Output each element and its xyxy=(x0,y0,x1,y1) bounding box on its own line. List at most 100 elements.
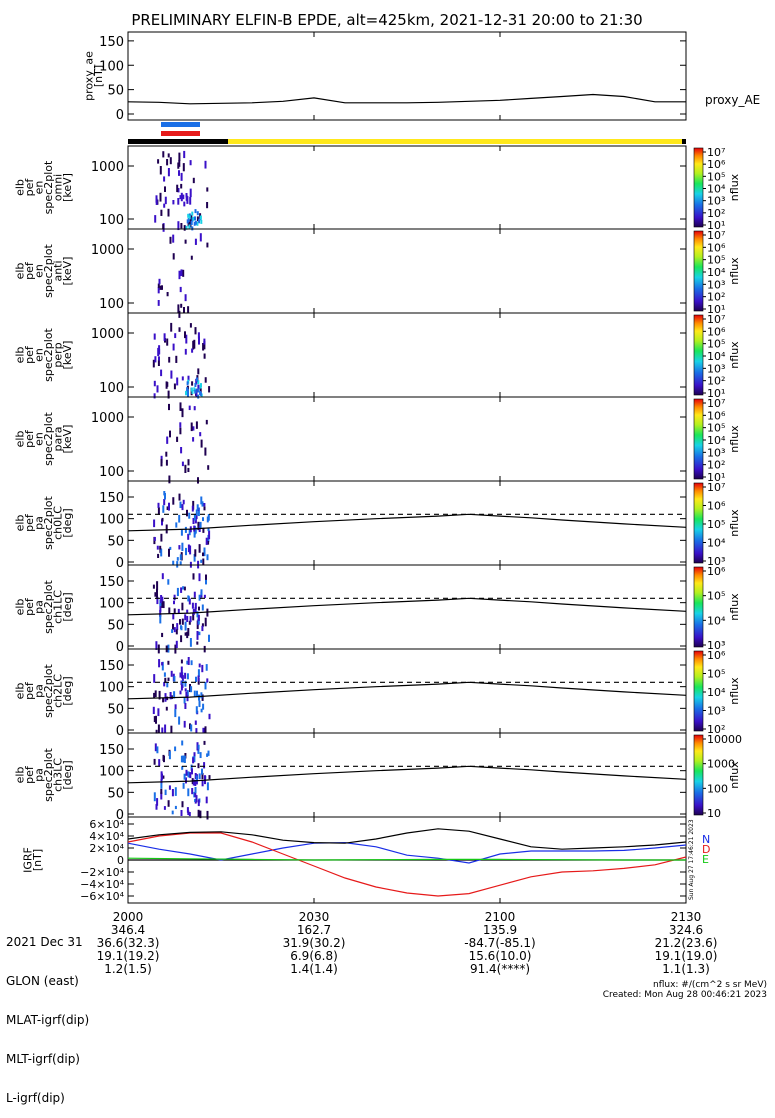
colorbar xyxy=(693,734,704,816)
spectrogram-pa_ch2LC: 10² 10³ 10⁴ 10⁵ 10⁶ nflux elbpefpaspec2plotch2… xyxy=(13,648,741,739)
spectrogram-pixel xyxy=(186,631,189,639)
colorbar-label: nflux xyxy=(728,341,741,369)
spectrogram-pixel xyxy=(203,506,206,511)
spectrogram-pixel xyxy=(179,561,182,566)
spectrogram-pixel xyxy=(191,211,194,216)
spectrogram-pixel xyxy=(163,333,166,341)
colorbar-tick-label: 10⁴ xyxy=(707,350,726,363)
spectrogram-pixel xyxy=(160,533,163,542)
spectrogram-pixel xyxy=(159,602,162,612)
spectrogram-pixel xyxy=(204,377,207,383)
spectrogram-pixel xyxy=(193,387,196,392)
spectrogram-pixel xyxy=(153,758,156,765)
spectrogram-pixel xyxy=(190,255,193,260)
spectrogram-pixel xyxy=(173,691,176,699)
spectrogram-pixel xyxy=(204,681,207,690)
spectrogram-pixel xyxy=(155,715,157,724)
colorbar-tick-label: 10⁶ xyxy=(707,565,726,578)
panel-ylabel: en xyxy=(32,264,45,278)
spectrogram-pixel xyxy=(179,690,182,695)
spectrogram-pixel xyxy=(180,303,183,308)
y-tick-label: 0 xyxy=(116,108,124,123)
spectrogram-pixel xyxy=(194,209,197,214)
colorbar-tick-label: 100 xyxy=(707,782,728,795)
spectrogram-pixel xyxy=(179,554,182,561)
colorbar-tick-label: 10¹ xyxy=(707,303,725,316)
panel-ylabel: elb xyxy=(13,767,26,784)
spectrogram-pixel xyxy=(164,789,167,796)
footer-value: 91.4(****) xyxy=(470,962,530,976)
spectrogram-pixel xyxy=(161,517,164,522)
spectrogram-pixel xyxy=(206,782,209,791)
panel-ylabel: elb xyxy=(13,599,26,616)
spectrogram-pixel xyxy=(183,586,186,591)
spectrogram-pixel xyxy=(208,530,211,540)
spectrogram-pixel xyxy=(191,226,194,231)
spectrogram-pixel xyxy=(189,221,192,228)
colorbar-tick-label: 10⁵ xyxy=(707,518,725,531)
spectrogram-pixel xyxy=(205,419,208,425)
footer-value: -84.7(-85.1) xyxy=(464,936,535,950)
spectrogram-pixel xyxy=(199,752,202,759)
spectrogram-pixel xyxy=(187,533,190,540)
spectrogram-pixel xyxy=(160,778,163,784)
spectrogram-pixel xyxy=(184,621,187,631)
panel-ylabel: en xyxy=(32,432,45,446)
spectrogram-pixel xyxy=(196,631,199,640)
spectrogram-pixel xyxy=(188,598,191,605)
loss-cone-curve xyxy=(127,681,687,700)
spectrogram-pixel xyxy=(204,726,207,734)
spectrogram-pixel xyxy=(199,391,202,396)
spectrogram-pixel xyxy=(187,628,190,636)
spectrogram-pixel xyxy=(181,408,184,418)
spectrogram-pixel xyxy=(201,501,204,507)
spectrogram-pixel xyxy=(178,327,181,332)
spectrogram-pixel xyxy=(200,559,203,563)
spectrogram-pixel xyxy=(183,307,185,314)
igrf-series-total xyxy=(127,828,687,850)
spectrogram-pixel xyxy=(193,531,196,538)
spectrogram-pixel xyxy=(199,432,202,437)
spectrogram-pixel xyxy=(167,660,170,665)
panel-ylabel: [keV] xyxy=(61,425,74,454)
spectrogram-pixel xyxy=(166,159,169,166)
x-tick-label: 2000 xyxy=(113,910,144,924)
panel-ylabel: pef xyxy=(23,681,36,700)
spectrogram-pixel xyxy=(190,764,193,771)
panel-ylabel: [keV] xyxy=(61,341,74,370)
spectrogram-pixel xyxy=(176,561,179,568)
spectrogram-pixel xyxy=(201,664,204,673)
spectrogram-pixel xyxy=(155,804,158,810)
colorbar-tick-label: 10¹ xyxy=(707,219,725,232)
spectrogram-pixel xyxy=(186,509,188,517)
spectrogram-pixel xyxy=(197,799,200,807)
spectrogram-pixel xyxy=(186,695,189,702)
spectrogram-pixel xyxy=(189,188,192,198)
y-tick-label: 50 xyxy=(107,534,124,549)
panel-ylabel: spec2plot xyxy=(42,160,55,214)
spectrogram-pixel xyxy=(205,796,208,804)
panel-ylabel: ch2LC xyxy=(51,674,64,708)
spectrogram-pixel xyxy=(186,381,189,386)
spectrogram-pixel xyxy=(188,405,191,411)
y-tick-label: 0 xyxy=(117,854,124,867)
igrf-ylabel: IGRF xyxy=(21,847,34,873)
spectrogram-pixel xyxy=(168,356,171,363)
igrf-series-e xyxy=(127,857,686,861)
spectrogram-pixel xyxy=(194,787,197,793)
panel-ylabel: pef xyxy=(23,345,36,364)
panel-ylabel: pa xyxy=(32,768,45,782)
spectrogram-pixel xyxy=(172,623,174,630)
spectrogram-pixel xyxy=(200,383,202,388)
spectrogram-pixel xyxy=(203,547,206,557)
spectrogram-pixel xyxy=(201,768,203,775)
spectrogram-pixel xyxy=(198,573,201,582)
spectrogram-pixel xyxy=(167,579,170,585)
spectrogram-panels: 10¹10²10³10⁴10⁵10⁶10⁷nfluxelbpefenspec2p… xyxy=(13,145,742,823)
colorbar-tick-label: 10⁵ xyxy=(707,338,725,351)
spectrogram-pixel xyxy=(182,194,185,200)
spectrogram-pixel xyxy=(184,688,187,692)
spectrogram-pixel xyxy=(158,659,161,668)
spectrogram-pixel xyxy=(200,589,203,596)
spectrogram-pixel xyxy=(165,706,168,711)
